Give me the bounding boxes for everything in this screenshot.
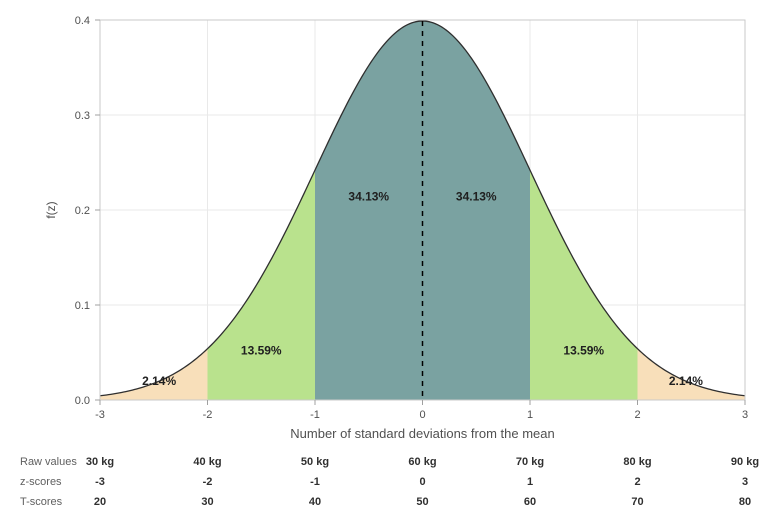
table-cell-r2-c1: 30 (201, 496, 213, 508)
x-tick-label-0: -3 (95, 409, 105, 421)
x-tick-label-5: 2 (634, 409, 640, 421)
table-cell-r0-c0: 30 kg (86, 456, 114, 468)
y-tick-label-4: 0.4 (75, 15, 90, 27)
table-cell-r1-c6: 3 (742, 476, 748, 488)
table-row-header-1: z-scores (20, 476, 62, 488)
region-pct-2: 34.13% (348, 190, 389, 204)
table-cell-r1-c3: 0 (419, 476, 425, 488)
table-cell-r2-c2: 40 (309, 496, 321, 508)
table-cell-r1-c5: 2 (634, 476, 640, 488)
y-tick-label-2: 0.2 (75, 205, 90, 217)
table-cell-r1-c2: -1 (310, 476, 320, 488)
region-pct-4: 13.59% (563, 343, 604, 357)
x-tick-label-2: -1 (310, 409, 320, 421)
y-tick-label-3: 0.3 (75, 110, 90, 122)
x-axis-title: Number of standard deviations from the m… (290, 426, 554, 441)
table-cell-r2-c0: 20 (94, 496, 106, 508)
y-axis-title: f(z) (44, 201, 58, 218)
region-pct-3: 34.13% (456, 190, 497, 204)
x-tick-label-3: 0 (419, 409, 425, 421)
table-cell-r0-c3: 60 kg (408, 456, 436, 468)
region-pct-0: 2.14% (142, 374, 176, 388)
table-cell-r1-c1: -2 (203, 476, 213, 488)
region-pct-1: 13.59% (241, 343, 282, 357)
table-cell-r2-c3: 50 (416, 496, 428, 508)
x-tick-label-6: 3 (742, 409, 748, 421)
table-cell-r1-c0: -3 (95, 476, 105, 488)
table-cell-r1-c4: 1 (527, 476, 533, 488)
table-cell-r0-c4: 70 kg (516, 456, 544, 468)
x-tick-label-4: 1 (527, 409, 533, 421)
x-tick-label-1: -2 (203, 409, 213, 421)
table-cell-r2-c4: 60 (524, 496, 536, 508)
table-cell-r2-c6: 80 (739, 496, 751, 508)
table-row-header-2: T-scores (20, 496, 63, 508)
table-cell-r0-c6: 90 kg (731, 456, 759, 468)
table-row-header-0: Raw values (20, 456, 77, 468)
table-cell-r0-c5: 80 kg (623, 456, 651, 468)
table-cell-r0-c1: 40 kg (193, 456, 221, 468)
region-pct-5: 2.14% (669, 374, 703, 388)
table-cell-r0-c2: 50 kg (301, 456, 329, 468)
y-tick-label-1: 0.1 (75, 300, 90, 312)
table-cell-r2-c5: 70 (631, 496, 643, 508)
y-tick-label-0: 0.0 (75, 395, 90, 407)
